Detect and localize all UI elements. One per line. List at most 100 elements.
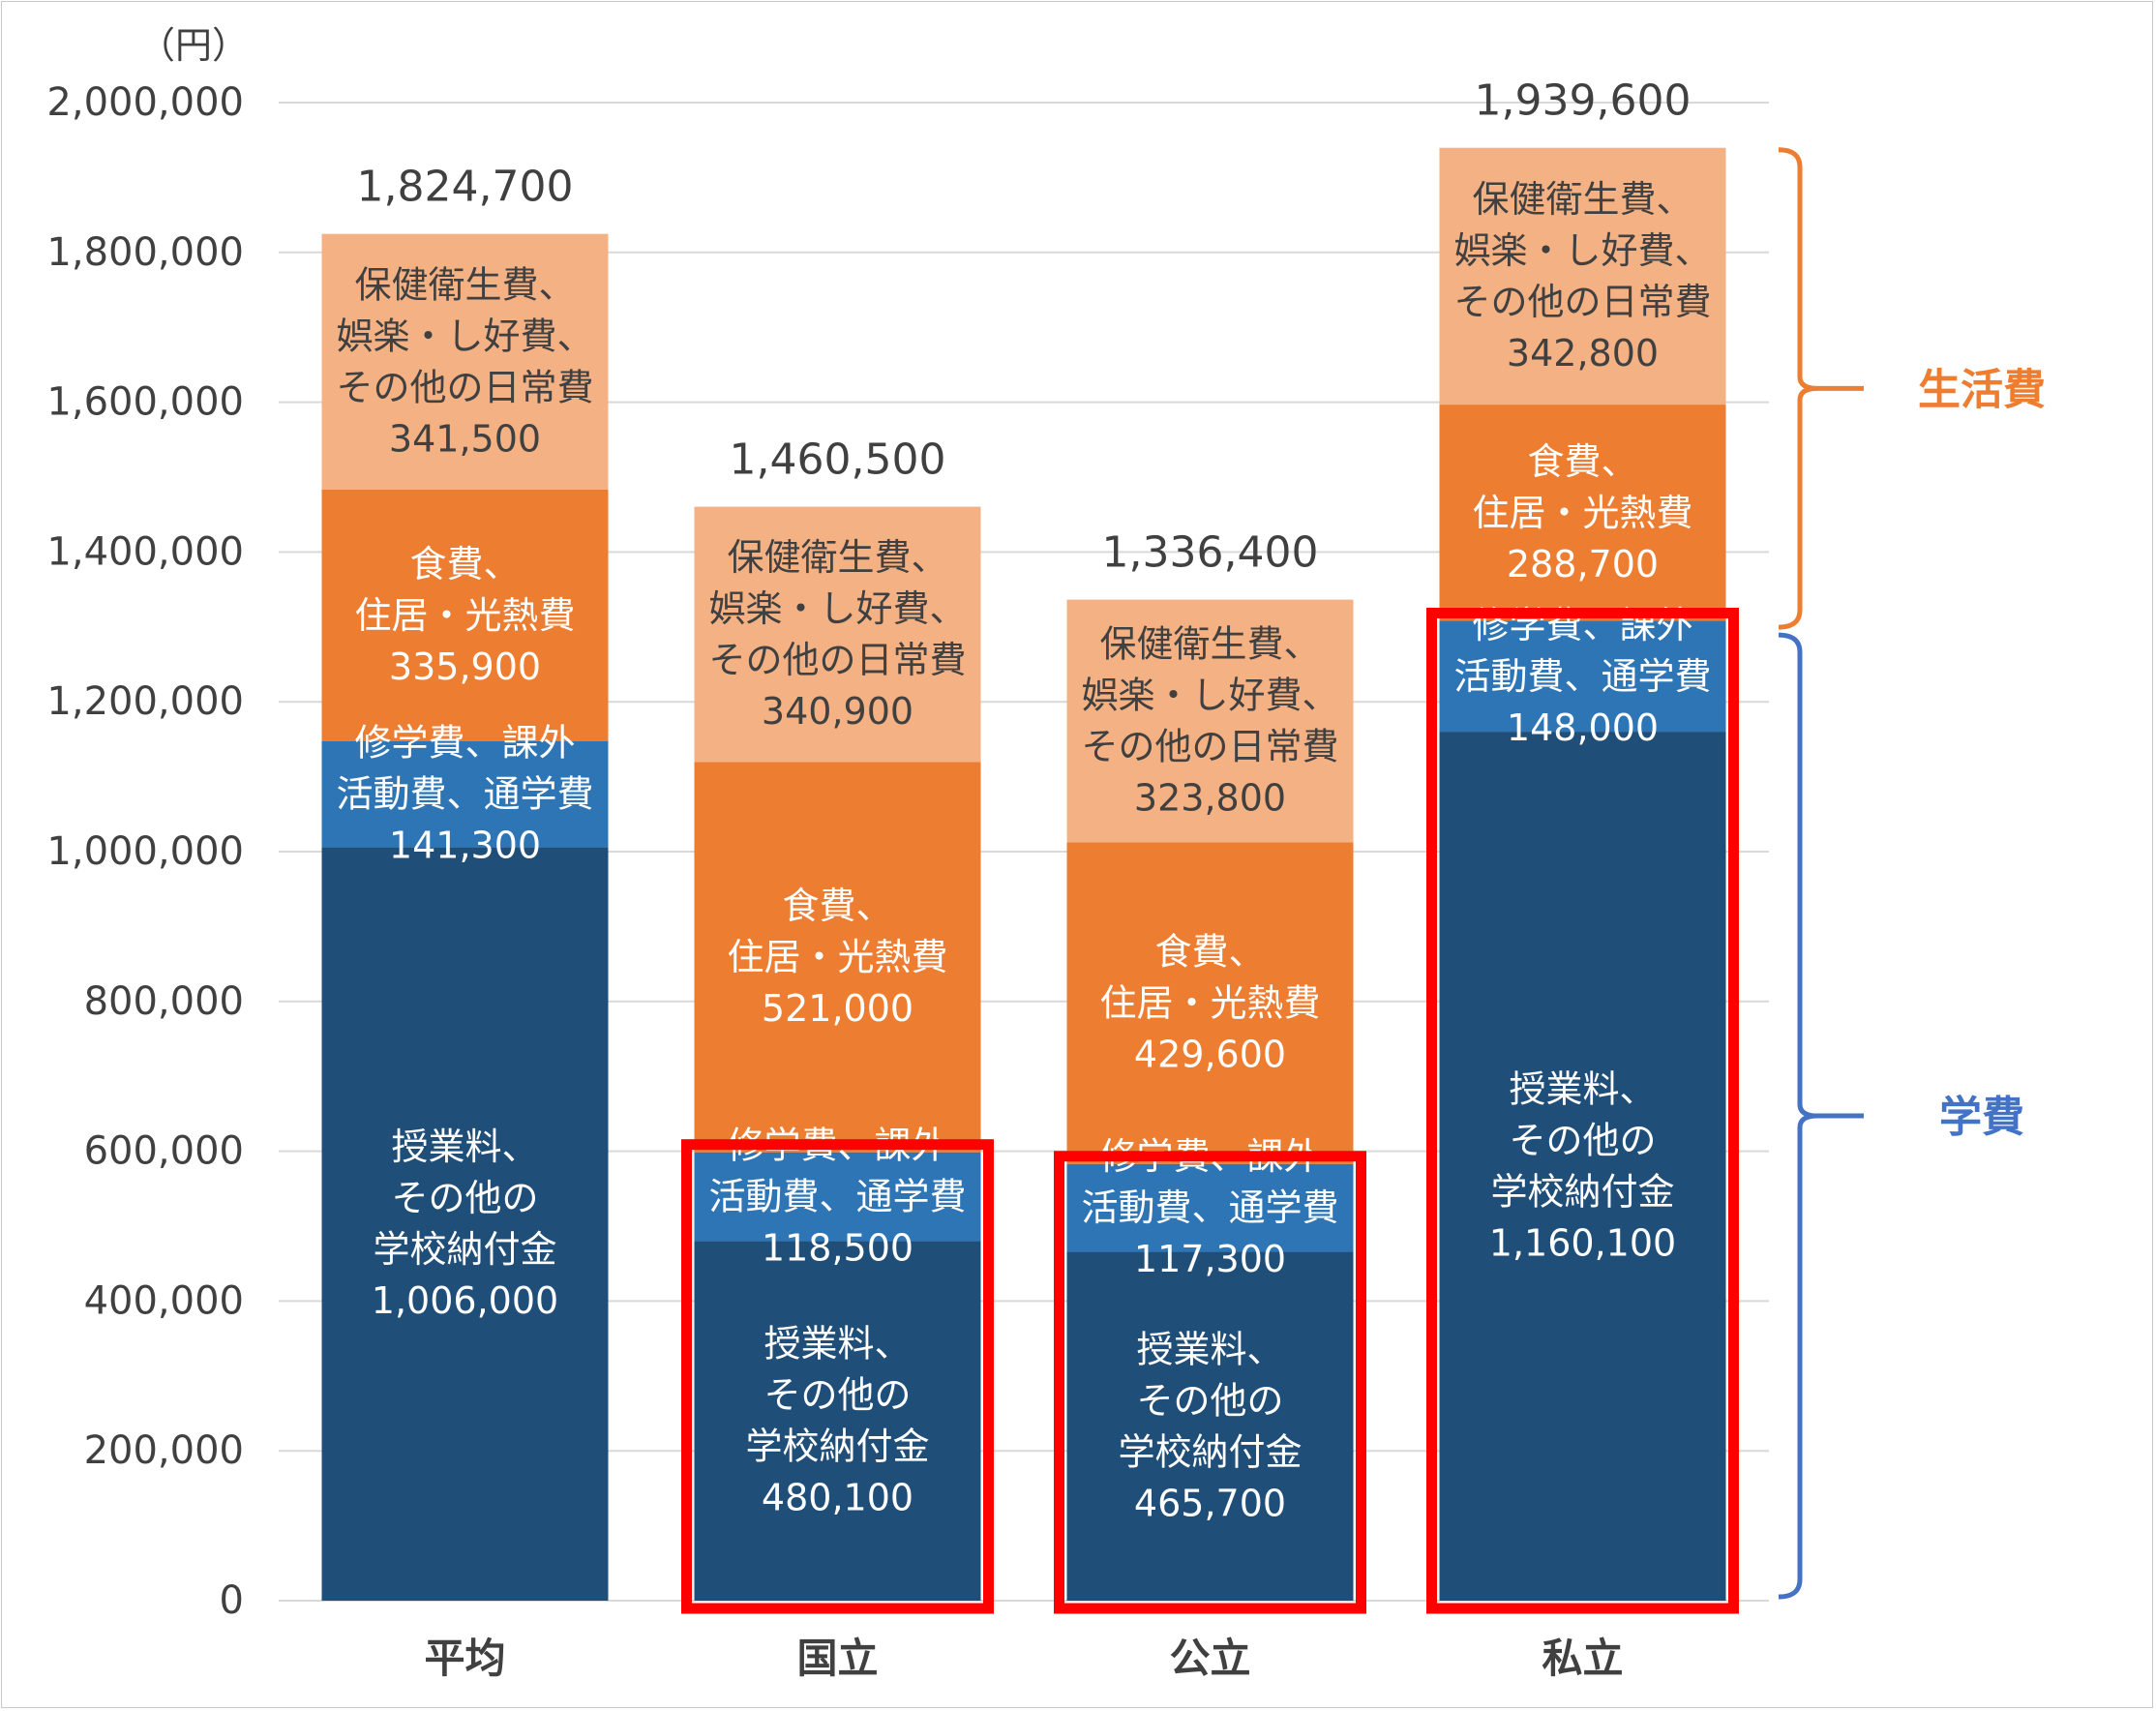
y-tick-label: 1,000,000 <box>46 829 244 874</box>
bars <box>321 147 1726 1601</box>
segment-value-label: 118,500 <box>762 1227 913 1270</box>
y-tick-label: 1,800,000 <box>46 230 244 275</box>
x-tick-label: 私立 <box>1542 1635 1623 1682</box>
y-tick-label: 200,000 <box>84 1428 244 1473</box>
bracket-label: 学費 <box>1939 1093 2024 1142</box>
segment-name-label: 授業料、 <box>764 1323 911 1366</box>
segment-name-label: 娯楽・し好費、 <box>708 587 966 630</box>
segment-value-label: 465,700 <box>1134 1482 1286 1524</box>
segment-name-label: 保健衛生費、 <box>1472 178 1692 221</box>
segment-name-label: 学校納付金 <box>745 1426 929 1468</box>
bar-segment <box>321 233 609 491</box>
segment-name-label: 食費、 <box>782 885 892 927</box>
segment-name-label: その他の日常費 <box>336 366 593 408</box>
segment-name-label: その他の <box>764 1374 911 1417</box>
segment-value-label: 1,006,000 <box>372 1279 558 1322</box>
segment-name-label: 保健衛生費、 <box>354 263 575 306</box>
bar-segment <box>1439 147 1726 405</box>
segment-name-label: 保健衛生費、 <box>1099 622 1320 665</box>
segment-value-label: 335,900 <box>389 645 541 688</box>
segment-value-label: 1,160,100 <box>1489 1222 1676 1265</box>
segment-name-label: その他の <box>1509 1120 1656 1162</box>
y-axis: （円） 0 200,000 400,000 600,000 800,000 1,000,0… <box>46 24 249 1623</box>
segment-value-label: 341,500 <box>389 417 541 460</box>
y-tick-label: 0 <box>220 1578 244 1623</box>
segment-name-label: その他の <box>1136 1379 1283 1422</box>
y-tick-label: 600,000 <box>84 1129 244 1174</box>
bracket <box>1778 632 1864 1600</box>
segment-name-label: その他の日常費 <box>1453 281 1711 323</box>
bar-segment <box>1439 620 1726 733</box>
segment-name-label: 住居・光熱費 <box>1099 982 1320 1025</box>
segment-name-label: その他の <box>391 1177 538 1219</box>
segment-name-label: 学校納付金 <box>1118 1430 1302 1473</box>
bar-segment <box>1066 1251 1354 1601</box>
bar-segment <box>1439 732 1726 1601</box>
data-labels: 授業料、その他の学校納付金1,006,000修学費、課外活動費、通学費141,3… <box>336 76 1711 1525</box>
y-tick-label: 2,000,000 <box>46 80 244 125</box>
segment-value-label: 480,100 <box>762 1477 913 1519</box>
segment-value-label: 429,600 <box>1134 1034 1286 1076</box>
segment-name-label: 娯楽・し好費、 <box>1081 674 1338 716</box>
y-tick-label: 400,000 <box>84 1278 244 1323</box>
highlight-box <box>1054 1151 1366 1614</box>
y-tick-label: 800,000 <box>84 979 244 1024</box>
segment-value-label: 342,800 <box>1507 332 1659 375</box>
y-tick-label: 1,600,000 <box>46 380 244 425</box>
segment-name-label: 食費、 <box>1154 931 1265 974</box>
highlight-box <box>681 1139 994 1614</box>
highlight-boxes <box>681 608 1739 1614</box>
segment-value-label: 323,800 <box>1134 776 1286 819</box>
bracket-label: 生活費 <box>1918 365 2046 414</box>
bar-segment <box>321 490 609 741</box>
bar-segment <box>1439 405 1726 621</box>
bar-segment <box>1066 1163 1354 1252</box>
segment-value-label: 141,300 <box>389 825 541 867</box>
segment-name-label: 修学費、課外 <box>354 722 575 765</box>
x-tick-label: 国立 <box>796 1635 878 1682</box>
segment-name-label: 学校納付金 <box>373 1228 556 1271</box>
segment-name-label: 住居・光熱費 <box>354 594 575 637</box>
segment-value-label: 288,700 <box>1507 543 1659 585</box>
segment-name-label: 活動費、通学費 <box>708 1176 966 1218</box>
segment-name-label: 活動費、通学費 <box>1081 1186 1338 1229</box>
segment-name-label: 授業料、 <box>391 1126 538 1168</box>
segment-name-label: 活動費、通学費 <box>1453 655 1711 698</box>
segment-name-label: 授業料、 <box>1136 1328 1283 1370</box>
bar-segment <box>694 1241 981 1601</box>
segment-value-label: 340,900 <box>762 690 913 733</box>
highlight-box <box>1426 608 1739 1614</box>
bracket <box>1778 147 1864 630</box>
segment-name-label: 活動費、通学費 <box>336 773 593 816</box>
segment-name-label: 食費、 <box>1527 440 1637 483</box>
x-tick-label: 公立 <box>1169 1635 1250 1682</box>
segment-name-label: 娯楽・し好費、 <box>336 315 593 357</box>
bar-total-label: 1,336,400 <box>1102 528 1319 578</box>
y-axis-unit-label: （円） <box>138 24 249 67</box>
segment-name-label: 住居・光熱費 <box>1472 492 1692 534</box>
bar-total-label: 1,460,500 <box>730 435 946 485</box>
bar-segment <box>694 1152 981 1242</box>
segment-value-label: 117,300 <box>1134 1238 1286 1280</box>
x-axis: 平均 国立 公立 私立 <box>424 1635 1623 1682</box>
segment-name-label: その他の日常費 <box>1081 725 1338 767</box>
segment-name-label: 保健衛生費、 <box>727 536 947 579</box>
bar-total-label: 1,939,600 <box>1475 76 1692 126</box>
bar-segment <box>1066 842 1354 1164</box>
bar-segment <box>694 506 981 763</box>
segment-name-label: 娯楽・し好費、 <box>1453 229 1711 272</box>
segment-value-label: 148,000 <box>1507 706 1659 749</box>
bar-segment <box>321 847 609 1601</box>
segment-name-label: 住居・光熱費 <box>727 936 947 978</box>
segment-name-label: 授業料、 <box>1509 1068 1656 1111</box>
bar-segment <box>694 762 981 1153</box>
segment-name-label: その他の日常費 <box>708 639 966 681</box>
segment-name-label: 学校納付金 <box>1490 1171 1674 1214</box>
bar-total-label: 1,824,700 <box>357 163 574 212</box>
bar-segment <box>1066 599 1354 843</box>
bar-segment <box>321 740 609 848</box>
